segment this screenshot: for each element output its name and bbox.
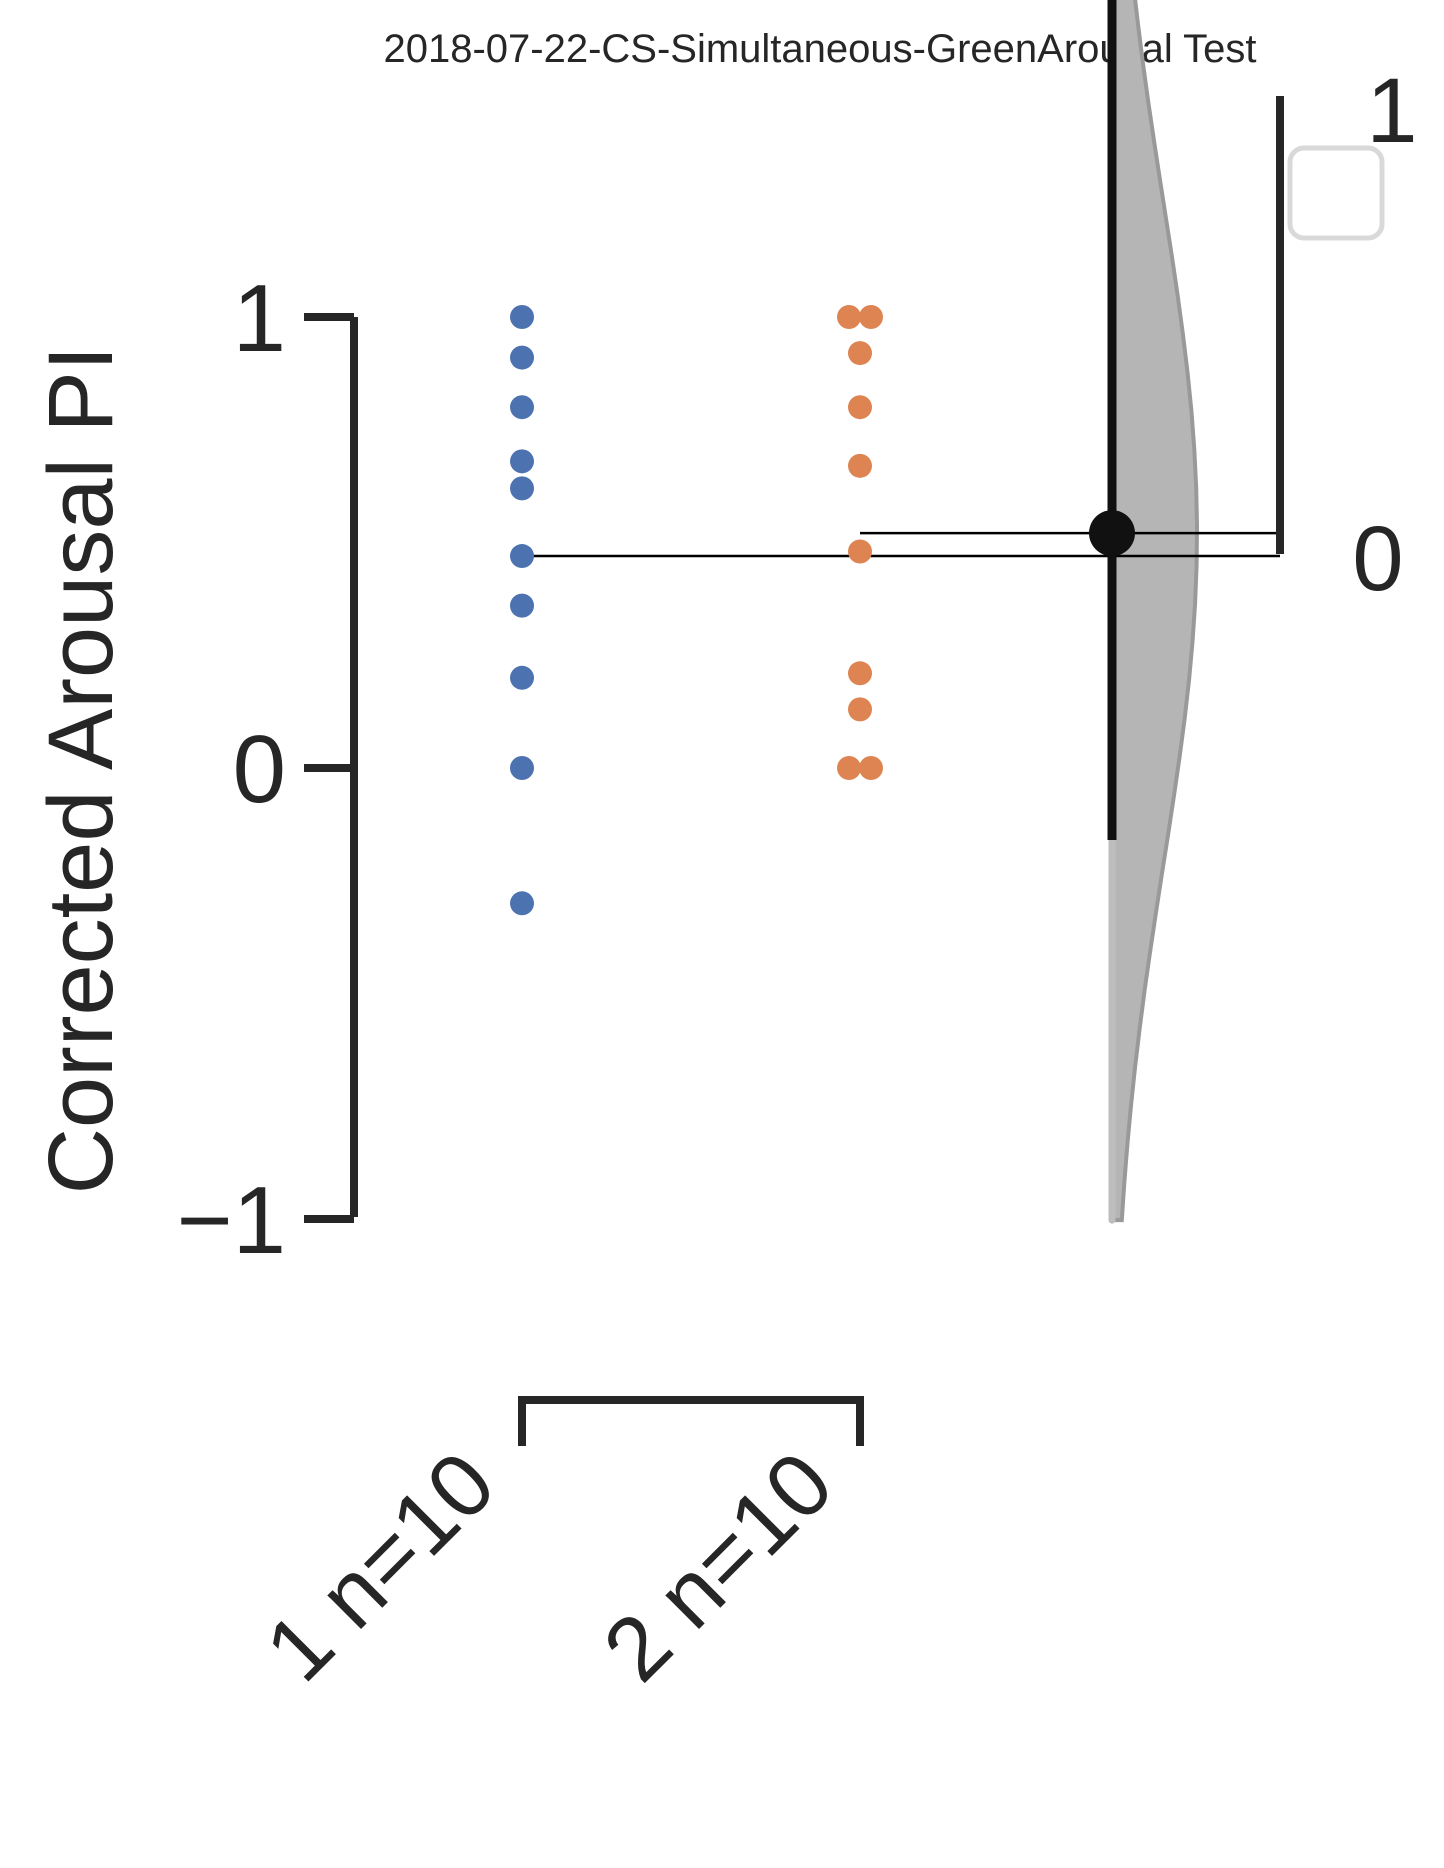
y-tick-label-0: −1 <box>177 1167 286 1274</box>
group-2-point-3 <box>848 341 872 366</box>
y-axis-label: Corrected Arousal PI <box>30 346 132 1195</box>
group-2-point-8 <box>848 697 872 722</box>
effect-size-panel <box>522 0 1280 1224</box>
group-1-point-1 <box>510 305 534 329</box>
group-1-point-4 <box>510 449 534 474</box>
mean-difference-dot <box>1089 510 1135 557</box>
group-1-point-2 <box>510 345 534 370</box>
x-tick-label-1: 1 n=10 <box>247 1433 514 1700</box>
x-axis-spine <box>518 1396 864 1446</box>
group-2-point-9 <box>837 756 861 780</box>
group-2-point-7 <box>848 661 872 686</box>
bootstrap-distribution <box>1110 0 1200 1223</box>
effect-tick-label-0: 0 <box>1352 508 1403 610</box>
group-2-point-2 <box>859 305 883 329</box>
group-1-point-6 <box>510 544 534 569</box>
group-1-point-9 <box>510 756 534 780</box>
y-axis-ticks: −1 0 1 <box>177 265 354 1274</box>
x-axis: 1 n=10 2 n=10 <box>247 1396 864 1701</box>
group-2-point-6 <box>848 539 872 564</box>
group-1-point-8 <box>510 665 534 690</box>
group-1-point-10 <box>510 891 534 916</box>
group-1-point-5 <box>510 476 534 501</box>
group-1-point-3 <box>510 395 534 420</box>
effect-axis: 1 0 <box>1276 60 1418 610</box>
y-axis: −1 0 1 <box>177 265 358 1274</box>
x-tick-label-2: 2 n=10 <box>585 1433 852 1700</box>
group-1-point-7 <box>510 593 534 618</box>
legend-box <box>1287 145 1385 241</box>
group-2-point-10 <box>859 756 883 780</box>
group-2-point-1 <box>837 305 861 329</box>
data-points <box>510 305 883 916</box>
effect-tick-label-1: 1 <box>1366 60 1417 162</box>
group-2-point-4 <box>848 395 872 420</box>
group-2-point-5 <box>848 453 872 478</box>
y-tick-label-2: 1 <box>233 265 286 372</box>
y-tick-label-1: 0 <box>233 716 286 823</box>
